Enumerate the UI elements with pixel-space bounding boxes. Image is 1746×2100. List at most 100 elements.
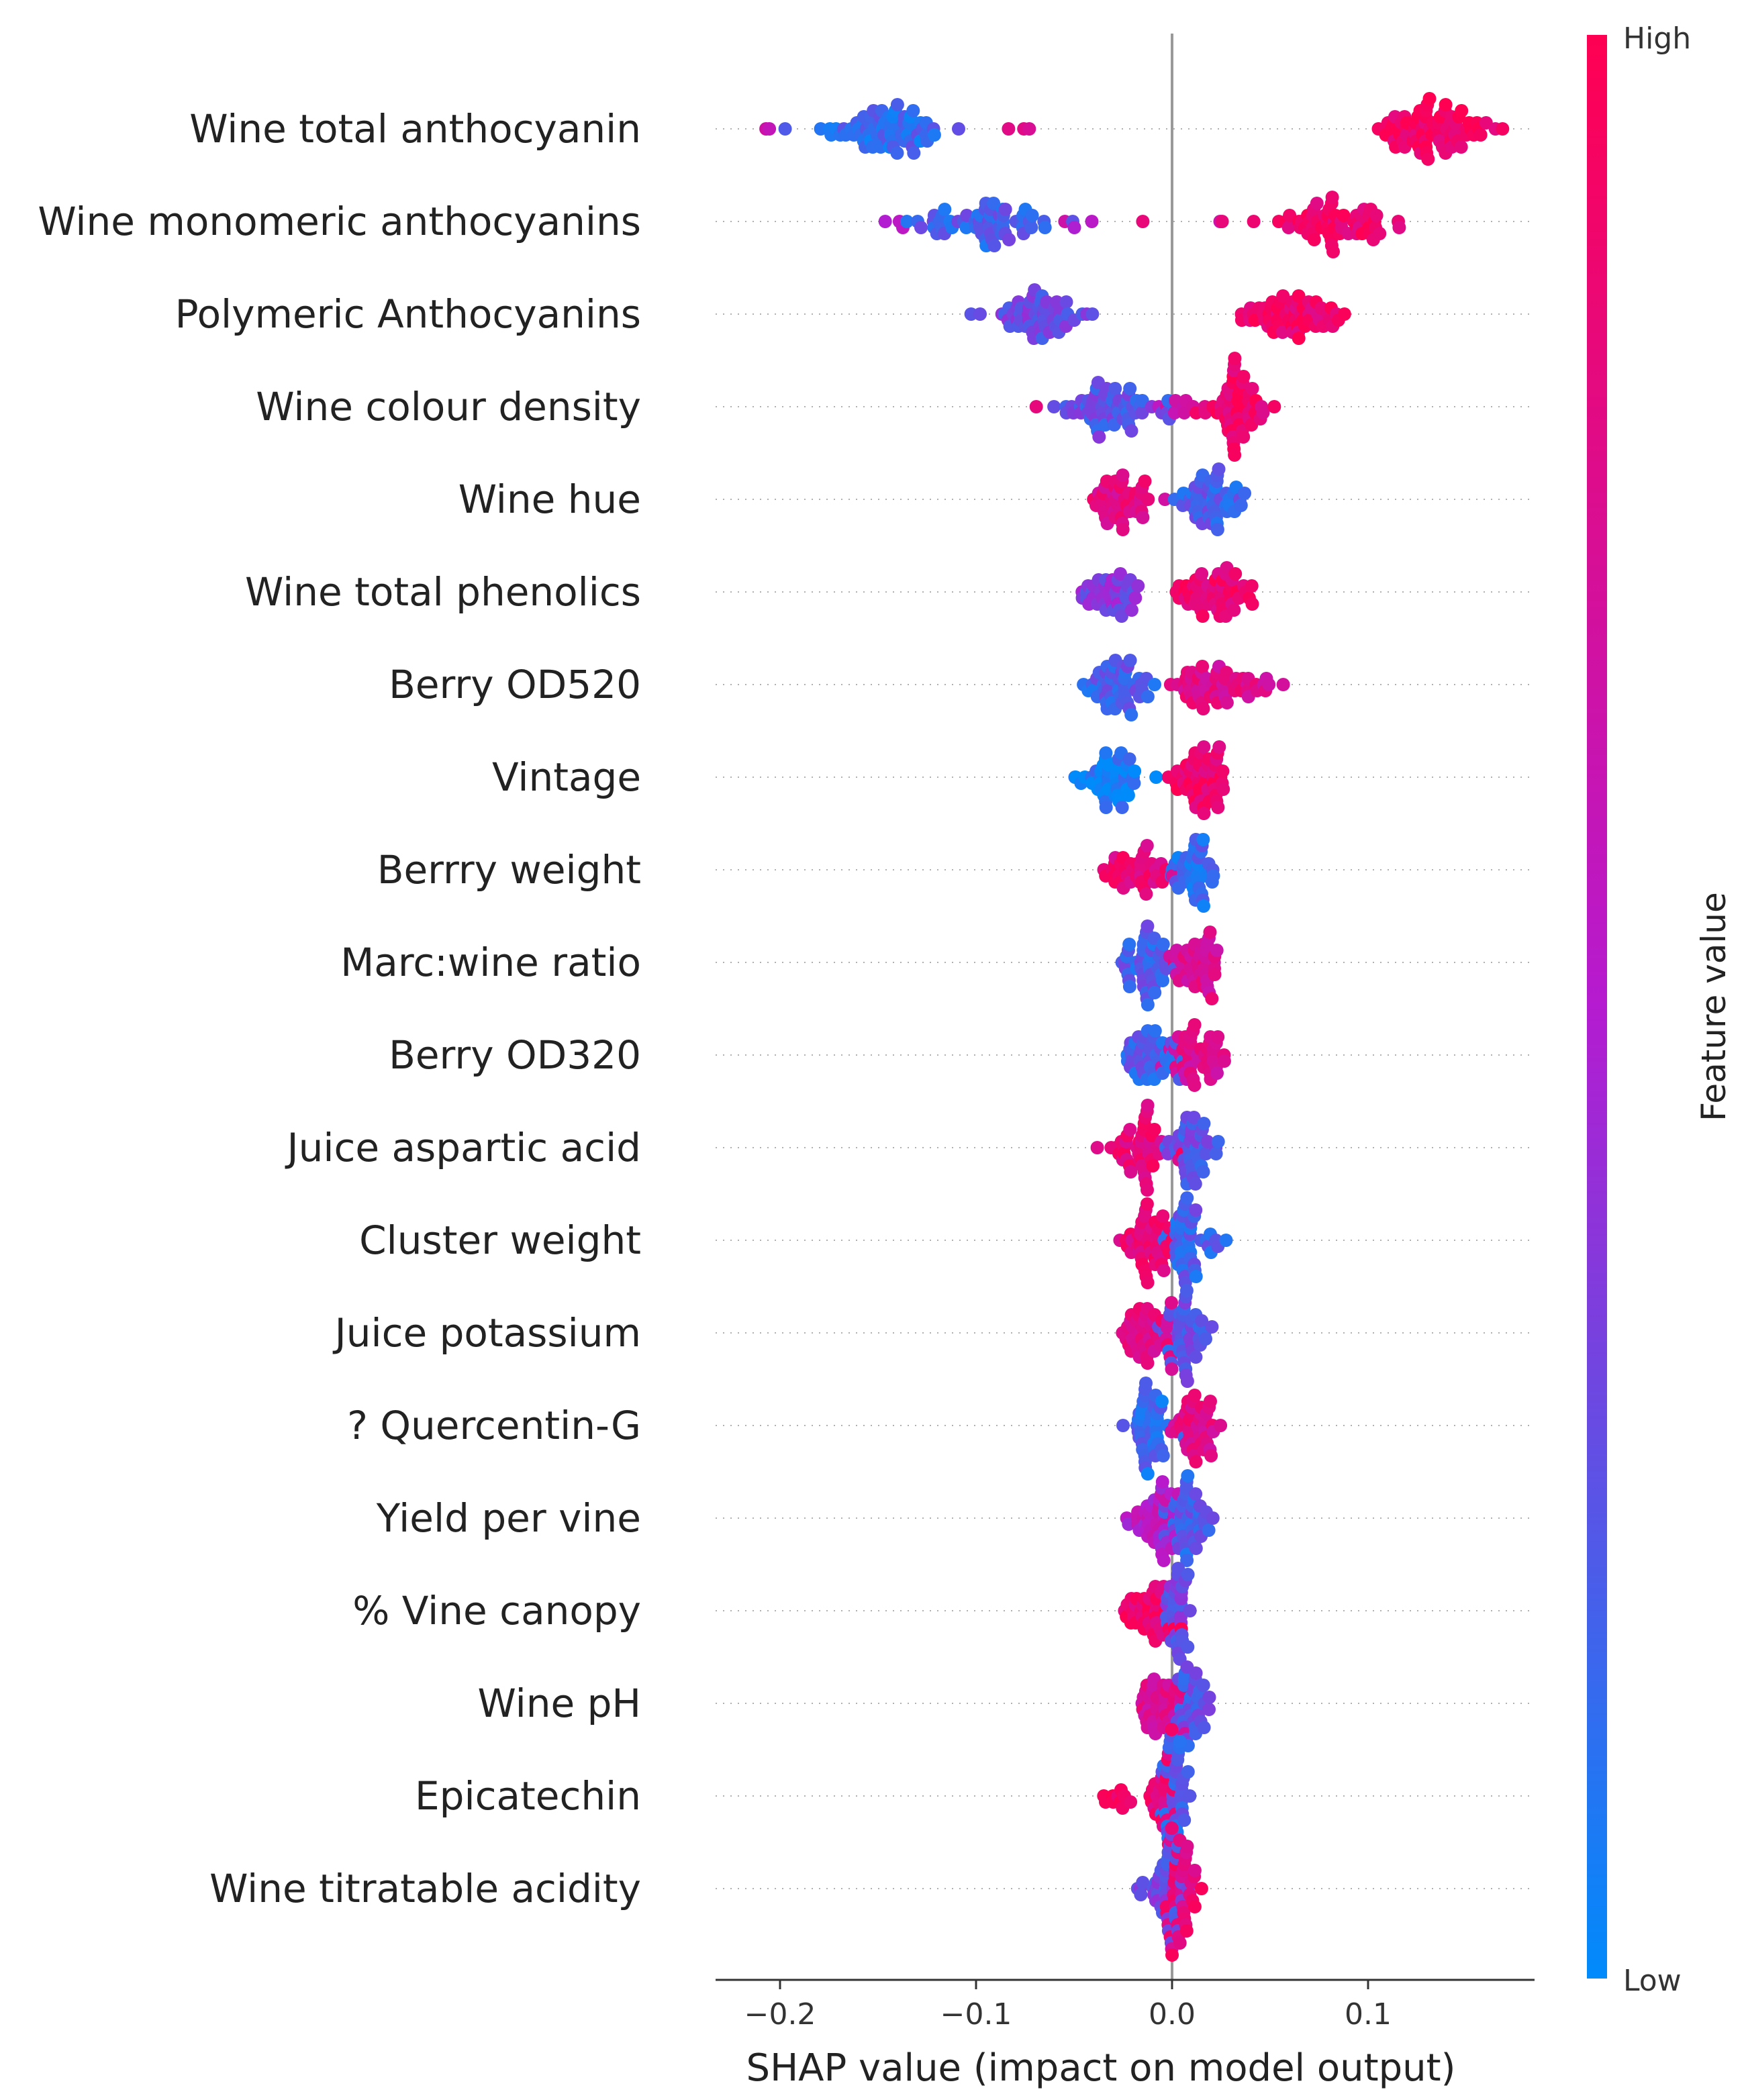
shap-point: [1227, 603, 1241, 617]
x-axis: −0.2 −0.1 0.0 0.1: [716, 1979, 1535, 2032]
shap-point: [1134, 1888, 1148, 1901]
shap-point: [1156, 974, 1169, 987]
shap-point: [1202, 1691, 1216, 1704]
shap-point: [1116, 523, 1130, 536]
shap-point: [1310, 197, 1324, 210]
shap-point: [1136, 511, 1150, 524]
shap-point: [938, 203, 952, 216]
shap-point: [1141, 1099, 1155, 1112]
shap-point: [890, 146, 904, 160]
shap-point: [1189, 1455, 1203, 1468]
shap-point: [1135, 406, 1149, 419]
shap-point: [1099, 746, 1113, 760]
shap-point: [1337, 307, 1351, 321]
shap-point: [1307, 233, 1321, 246]
shap-point: [1085, 307, 1100, 321]
shap-point: [1128, 591, 1143, 605]
shap-point: [1122, 752, 1136, 766]
shap-point: [1211, 801, 1225, 814]
shap-point: [1276, 678, 1290, 691]
shap-point: [1165, 1821, 1179, 1835]
x-tick-label: 0.1: [1345, 1997, 1392, 2032]
shap-point: [1123, 1123, 1137, 1136]
shap-point: [1141, 998, 1155, 1011]
shap-point: [1187, 1389, 1202, 1402]
shap-point: [1454, 140, 1468, 154]
shap-point: [1139, 1377, 1153, 1390]
feature-label: Berry OD520: [389, 662, 641, 707]
shap-point: [1189, 1270, 1203, 1283]
shap-point: [1180, 1191, 1194, 1205]
shap-point: [1116, 468, 1130, 482]
shap-point: [1245, 579, 1259, 593]
shap-point: [1189, 1666, 1203, 1680]
shap-point: [1024, 221, 1038, 234]
shap-point: [1199, 1147, 1213, 1160]
shap-point: [1173, 1735, 1187, 1748]
shap-point: [1219, 666, 1233, 679]
shap-point: [1292, 289, 1306, 303]
shap-point: [1067, 221, 1081, 234]
shap-point: [1196, 609, 1210, 623]
shap-point: [1124, 603, 1138, 617]
feature-label: Wine titratable acidity: [209, 1866, 641, 1911]
shap-point: [1140, 1197, 1154, 1211]
feature-label: Wine monomeric anthocyanins: [38, 199, 641, 244]
feature-label: Epicatechin: [415, 1773, 641, 1819]
shap-point: [1219, 1234, 1233, 1247]
shap-point: [1228, 567, 1243, 581]
shap-point: [1196, 1679, 1210, 1692]
shap-point: [1195, 1314, 1209, 1328]
shap-point: [1156, 1449, 1170, 1462]
feature-label: Vintage: [492, 754, 641, 800]
shap-point: [1156, 1209, 1170, 1223]
shap-point: [1038, 221, 1052, 234]
shap-point: [1165, 1362, 1179, 1376]
shap-point: [1179, 1284, 1194, 1297]
shap-point: [1196, 660, 1210, 673]
feature-label: Wine pH: [478, 1681, 642, 1726]
shap-point: [1157, 1264, 1171, 1277]
shap-point: [1085, 215, 1099, 228]
shap-point: [1139, 887, 1153, 901]
feature-label: Juice potassium: [333, 1310, 641, 1356]
shap-point: [1136, 1876, 1150, 1889]
shap-point: [1135, 394, 1149, 407]
shap-point: [906, 104, 920, 117]
shap-point: [1141, 493, 1155, 506]
shap-point: [1116, 1419, 1130, 1432]
shap-point: [1189, 1203, 1203, 1217]
shap-point: [1124, 708, 1138, 721]
shap-point: [1292, 332, 1306, 345]
shap-point: [1196, 702, 1210, 715]
shap-point: [1187, 1900, 1202, 1913]
shap-point: [1173, 1936, 1187, 1950]
shap-point: [1114, 567, 1127, 581]
shap-point: [1180, 1840, 1194, 1853]
shap-point: [1212, 462, 1226, 476]
colorbar-low-label: Low: [1623, 1964, 1682, 1998]
shap-point: [1337, 209, 1351, 222]
shap-point: [973, 307, 987, 321]
shap-point: [907, 146, 921, 160]
shap-point: [1146, 1159, 1160, 1172]
shap-point: [1092, 430, 1106, 444]
shap-point: [1121, 789, 1135, 802]
shap-point: [1202, 1523, 1216, 1537]
feature-label: Polymeric Anthocyanins: [175, 291, 641, 337]
shap-point: [1131, 579, 1145, 593]
shap-point: [1267, 400, 1281, 413]
shap-point: [1234, 499, 1248, 512]
shap-point: [1155, 1395, 1169, 1408]
shap-point: [1197, 1721, 1211, 1734]
shap-point: [1206, 869, 1220, 883]
shap-point: [1181, 1640, 1195, 1654]
shap-point: [1022, 122, 1036, 136]
shap-point: [1187, 1018, 1202, 1032]
shap-point: [1157, 1554, 1171, 1567]
shap-point: [1156, 938, 1170, 951]
shap-point: [1177, 1813, 1192, 1827]
shap-point: [1124, 424, 1138, 438]
shap-point: [1202, 1703, 1216, 1716]
